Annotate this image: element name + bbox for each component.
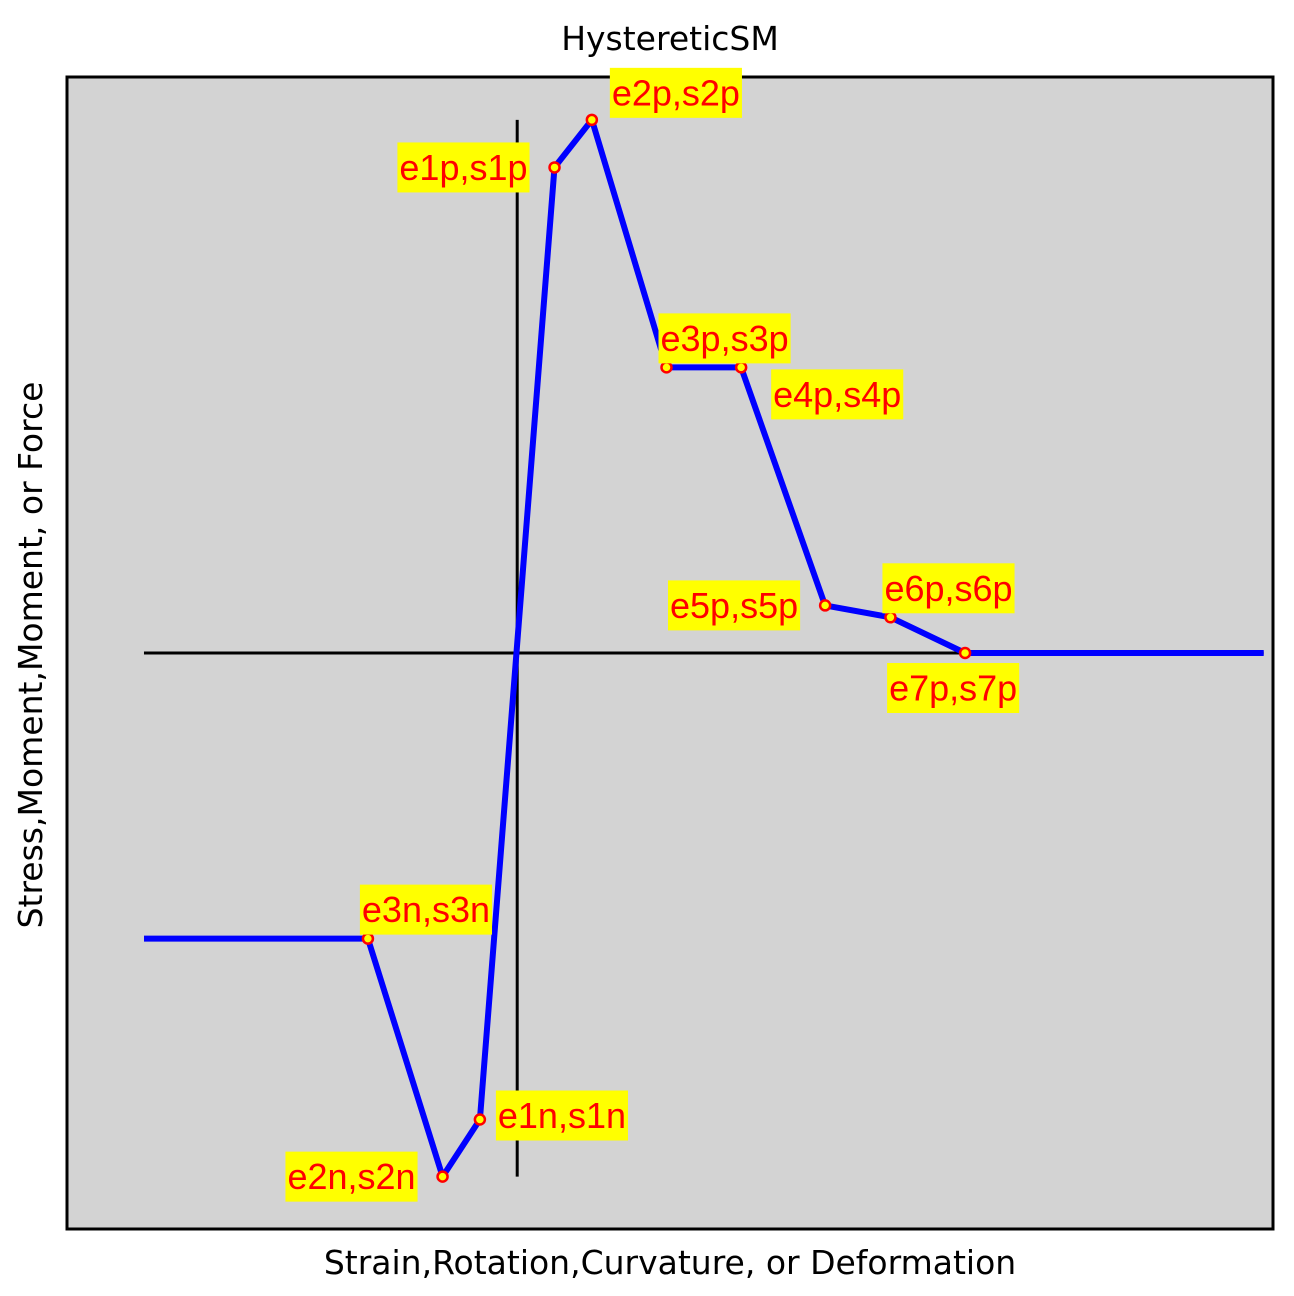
control-point-label-text: e7p,s7p <box>889 668 1017 709</box>
label-highlight-box <box>771 369 904 420</box>
control-point-label-text: e2p,s2p <box>612 72 740 113</box>
backbone-curve <box>144 116 1264 1180</box>
label-highlight-box <box>609 67 742 118</box>
control-point-label: e6p,s6p <box>882 563 1015 614</box>
label-highlight-box <box>359 884 493 935</box>
control-point-marker <box>436 1170 449 1183</box>
label-highlight-box <box>668 580 801 631</box>
control-point-marker <box>585 113 599 127</box>
control-point-label: e7p,s7p <box>887 663 1020 713</box>
control-point-label: e1p,s1p <box>397 142 530 193</box>
control-point-labels: e1p,s1p e2p,s2p e3p,s3p e4p,s4p e5p,s5p e6p,s… <box>285 67 1020 1202</box>
control-point-label-text: e1n,s1n <box>498 1095 626 1136</box>
control-point-label-text: e1p,s1p <box>399 147 527 188</box>
control-point-marker <box>361 932 375 945</box>
chart-title: HystereticSM <box>561 19 779 58</box>
control-point-marker <box>958 646 972 660</box>
control-points <box>361 113 972 1183</box>
label-highlight-box <box>397 142 530 193</box>
x-axis-label: Strain,Rotation,Curvature, or Deformatio… <box>324 1243 1016 1282</box>
control-point-label-text: e4p,s4p <box>773 374 901 415</box>
control-point-label: e3n,s3n <box>359 884 493 935</box>
control-point-label: e3p,s3p <box>658 313 791 364</box>
control-point-marker <box>548 161 561 174</box>
label-highlight-box <box>887 663 1020 713</box>
control-point-marker <box>660 361 673 374</box>
control-point-marker <box>818 599 832 612</box>
label-highlight-box <box>285 1151 418 1202</box>
control-point-label-text: e5p,s5p <box>670 585 798 626</box>
control-point-label-text: e6p,s6p <box>884 568 1012 609</box>
control-point-label-text: e2n,s2n <box>287 1156 415 1197</box>
label-highlight-box <box>495 1090 628 1141</box>
control-point-marker <box>734 361 748 374</box>
y-axis-label: Stress,Moment,Moment, or Force <box>11 382 50 929</box>
label-highlight-box <box>658 313 791 364</box>
control-point-label: e2p,s2p <box>609 67 742 118</box>
label-highlight-box <box>882 563 1015 614</box>
control-point-label-text: e3p,s3p <box>661 318 789 359</box>
control-point-label-text: e3n,s3n <box>362 889 490 930</box>
control-point-marker <box>473 1113 487 1126</box>
control-point-marker <box>884 611 897 624</box>
control-point-label: e1n,s1n <box>495 1090 628 1141</box>
control-point-label: e5p,s5p <box>668 580 801 631</box>
control-point-label: e2n,s2n <box>285 1151 418 1202</box>
control-point-label: e4p,s4p <box>771 369 904 420</box>
